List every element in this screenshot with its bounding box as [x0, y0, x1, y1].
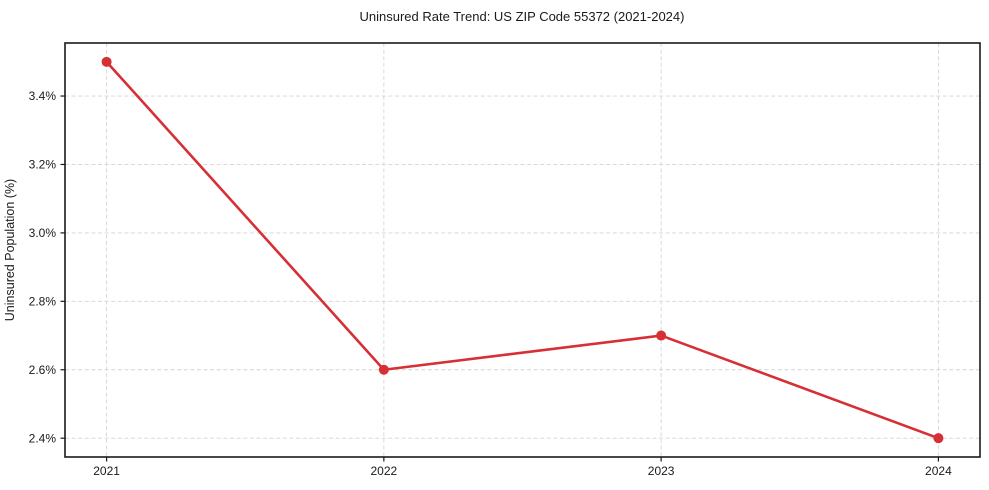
x-tick-label: 2023 [648, 464, 675, 478]
y-tick-label: 3.0% [29, 226, 57, 240]
x-tick-label: 2024 [925, 464, 952, 478]
chart-title: Uninsured Rate Trend: US ZIP Code 55372 … [360, 9, 685, 24]
data-point [933, 433, 944, 444]
y-tick-label: 3.2% [29, 158, 57, 172]
y-tick-label: 3.4% [29, 89, 57, 103]
x-tick-label: 2021 [93, 464, 120, 478]
series-layer [101, 56, 944, 444]
data-point [378, 364, 389, 375]
axes-layer [60, 42, 981, 462]
data-point [101, 56, 112, 67]
trend-line [105, 60, 940, 440]
y-axis-label: Uninsured Population (%) [3, 179, 17, 321]
y-tick-label: 2.8% [29, 295, 57, 309]
plot-border [64, 42, 981, 458]
y-tick-label: 2.6% [29, 363, 57, 377]
data-point [656, 330, 667, 341]
y-tick-label: 2.4% [29, 431, 57, 445]
x-tick-label: 2022 [371, 464, 398, 478]
tick-labels-layer: 2021 2022 2023 2024 2.4% 2.6% 2.8% 3.0% 3.2% 3.4% [29, 89, 952, 478]
grid-layer [65, 43, 980, 457]
